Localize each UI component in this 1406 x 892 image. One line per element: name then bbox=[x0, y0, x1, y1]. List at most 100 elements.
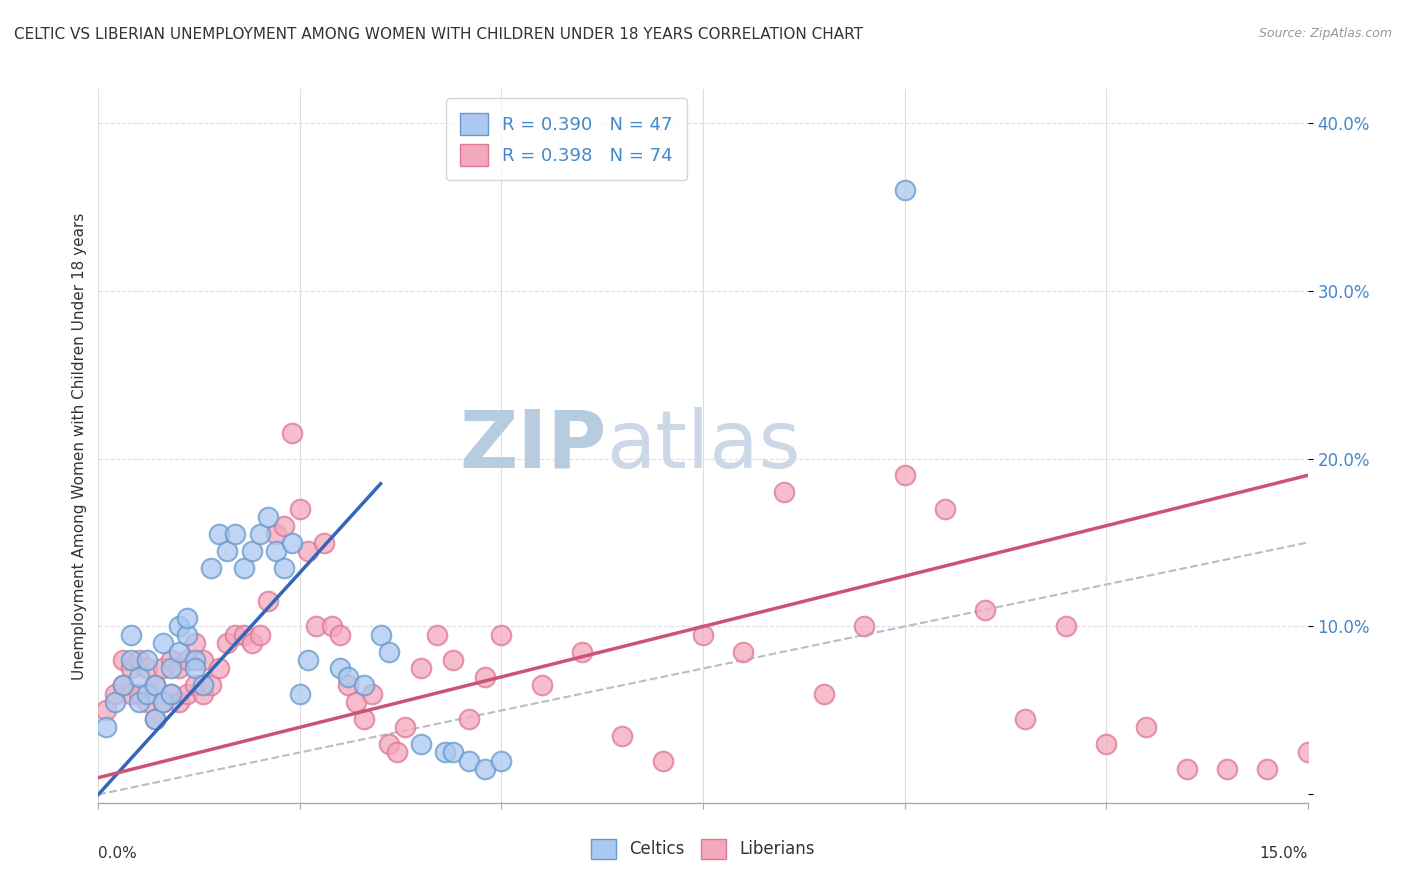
Text: 0.0%: 0.0% bbox=[98, 846, 138, 861]
Point bbox=[135, 687, 157, 701]
Point bbox=[1256, 762, 1278, 776]
Point bbox=[96, 720, 118, 734]
Point bbox=[273, 560, 295, 574]
Point bbox=[297, 653, 319, 667]
Point bbox=[200, 560, 222, 574]
Point bbox=[184, 636, 207, 650]
Point bbox=[1175, 762, 1198, 776]
Point bbox=[128, 687, 150, 701]
Text: Source: ZipAtlas.com: Source: ZipAtlas.com bbox=[1258, 27, 1392, 40]
Point bbox=[458, 712, 481, 726]
Point bbox=[337, 678, 360, 692]
Point bbox=[321, 619, 343, 633]
Point bbox=[184, 661, 207, 675]
Point bbox=[128, 653, 150, 667]
Point bbox=[385, 746, 408, 760]
Point bbox=[152, 636, 174, 650]
Point bbox=[128, 695, 150, 709]
Point bbox=[135, 653, 157, 667]
Point bbox=[474, 670, 496, 684]
Point bbox=[128, 670, 150, 684]
Point bbox=[370, 628, 392, 642]
Point bbox=[240, 636, 263, 650]
Point bbox=[1054, 619, 1077, 633]
Point bbox=[288, 687, 311, 701]
Point bbox=[1095, 737, 1118, 751]
Point bbox=[208, 661, 231, 675]
Point bbox=[176, 687, 198, 701]
Point bbox=[120, 628, 142, 642]
Point bbox=[160, 661, 183, 675]
Point bbox=[491, 628, 513, 642]
Point bbox=[409, 661, 432, 675]
Text: CELTIC VS LIBERIAN UNEMPLOYMENT AMONG WOMEN WITH CHILDREN UNDER 18 YEARS CORRELA: CELTIC VS LIBERIAN UNEMPLOYMENT AMONG WO… bbox=[14, 27, 863, 42]
Point bbox=[273, 518, 295, 533]
Point bbox=[314, 535, 336, 549]
Point bbox=[256, 594, 278, 608]
Point bbox=[1014, 712, 1036, 726]
Point bbox=[143, 712, 166, 726]
Point bbox=[305, 619, 328, 633]
Point bbox=[651, 754, 673, 768]
Point bbox=[256, 510, 278, 524]
Point bbox=[120, 661, 142, 675]
Point bbox=[167, 619, 190, 633]
Point bbox=[184, 653, 207, 667]
Point bbox=[337, 670, 360, 684]
Point bbox=[200, 678, 222, 692]
Point bbox=[167, 695, 190, 709]
Point bbox=[249, 628, 271, 642]
Point bbox=[135, 695, 157, 709]
Point bbox=[120, 653, 142, 667]
Point bbox=[1216, 762, 1239, 776]
Point bbox=[853, 619, 876, 633]
Point bbox=[571, 645, 593, 659]
Point bbox=[176, 653, 198, 667]
Point bbox=[1135, 720, 1157, 734]
Point bbox=[232, 628, 254, 642]
Point bbox=[143, 678, 166, 692]
Point bbox=[491, 754, 513, 768]
Point bbox=[612, 729, 634, 743]
Point bbox=[240, 544, 263, 558]
Point bbox=[193, 678, 215, 692]
Point bbox=[120, 687, 142, 701]
Point bbox=[96, 703, 118, 717]
Point bbox=[377, 645, 399, 659]
Point bbox=[934, 502, 956, 516]
Point bbox=[208, 527, 231, 541]
Point bbox=[224, 628, 246, 642]
Point bbox=[152, 695, 174, 709]
Point bbox=[152, 661, 174, 675]
Point bbox=[249, 527, 271, 541]
Text: 15.0%: 15.0% bbox=[1260, 846, 1308, 861]
Point bbox=[167, 645, 190, 659]
Point bbox=[772, 485, 794, 500]
Legend: Celtics, Liberians: Celtics, Liberians bbox=[585, 832, 821, 866]
Point bbox=[111, 678, 134, 692]
Point bbox=[329, 628, 352, 642]
Point bbox=[184, 678, 207, 692]
Point bbox=[264, 527, 287, 541]
Point bbox=[160, 687, 183, 701]
Point bbox=[297, 544, 319, 558]
Point bbox=[193, 653, 215, 667]
Point bbox=[353, 678, 375, 692]
Point bbox=[103, 695, 125, 709]
Point bbox=[893, 183, 915, 197]
Point bbox=[692, 628, 714, 642]
Point bbox=[441, 653, 464, 667]
Point bbox=[264, 544, 287, 558]
Point bbox=[217, 636, 239, 650]
Point bbox=[135, 661, 157, 675]
Point bbox=[288, 502, 311, 516]
Point bbox=[176, 628, 198, 642]
Point bbox=[281, 535, 304, 549]
Point bbox=[281, 426, 304, 441]
Point bbox=[176, 611, 198, 625]
Point bbox=[160, 653, 183, 667]
Point bbox=[394, 720, 416, 734]
Point bbox=[143, 678, 166, 692]
Point bbox=[893, 468, 915, 483]
Point bbox=[152, 695, 174, 709]
